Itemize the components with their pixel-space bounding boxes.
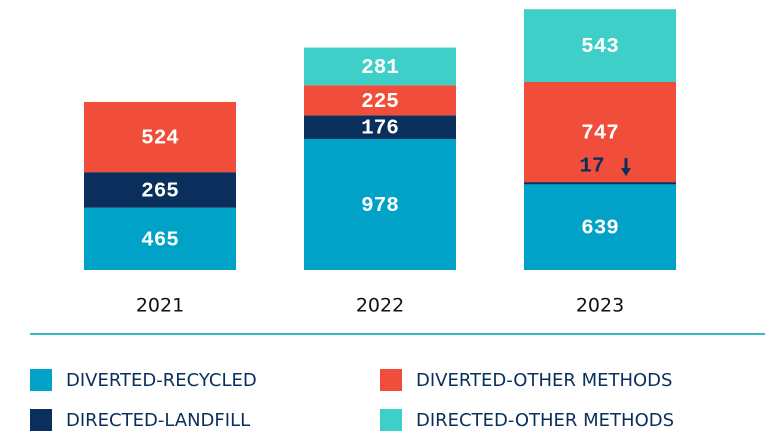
legend-label: DIVERTED-RECYCLED [66,370,257,391]
bar-segment [524,81,676,183]
legend-label: DIRECTED-LANDFILL [66,410,250,431]
legend-label: DIVERTED-OTHER METHODS [416,370,672,391]
legend-label: DIRECTED-OTHER METHODS [416,410,674,431]
value-label: 17 [579,156,604,179]
legend-swatch [30,409,52,431]
arrow-icon [621,158,631,177]
x-tick-label: 2022 [356,295,404,317]
value-label: 265 [141,180,179,203]
value-label: 524 [141,128,179,151]
x-tick-label: 2023 [576,295,624,317]
bar-segment [304,138,456,270]
bar-segment [304,85,456,116]
value-label: 225 [361,91,399,114]
value-label: 281 [361,57,399,80]
bar-segment [524,9,676,82]
bar-segment [84,172,236,208]
value-label: 747 [581,123,619,146]
bar-segment [84,207,236,270]
bar-segment [524,182,676,185]
bar-segment [84,101,236,173]
value-label: 978 [361,195,399,218]
legend-swatch [30,369,52,391]
value-label: 639 [581,218,619,241]
bar-segment [524,184,676,270]
bar-segment [304,47,456,86]
legend-swatch [380,409,402,431]
value-label: 543 [581,36,619,59]
value-label: 465 [141,229,179,252]
value-label: 176 [361,118,399,141]
legend-swatch [380,369,402,391]
x-tick-label: 2021 [136,295,184,317]
bar-segment [304,115,456,139]
